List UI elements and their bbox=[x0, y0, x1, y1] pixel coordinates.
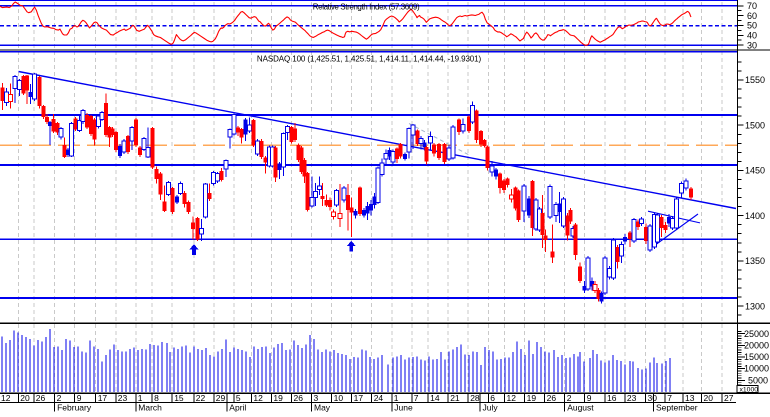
svg-text:NASDAQ 100 (1,425.51, 1,425.51: NASDAQ 100 (1,425.51, 1,425.51, 1,414.11… bbox=[257, 55, 482, 64]
svg-text:7: 7 bbox=[667, 393, 672, 403]
svg-text:21: 21 bbox=[450, 393, 460, 403]
svg-text:6: 6 bbox=[490, 393, 495, 403]
svg-text:2: 2 bbox=[567, 393, 572, 403]
svg-text:25000: 25000 bbox=[744, 329, 769, 339]
svg-text:Relative Strength Index (57.36: Relative Strength Index (57.3609) bbox=[313, 3, 420, 12]
svg-text:30: 30 bbox=[648, 393, 658, 403]
svg-text:May: May bbox=[314, 403, 331, 413]
svg-text:27: 27 bbox=[724, 393, 734, 403]
svg-text:50: 50 bbox=[747, 21, 757, 31]
svg-text:1350: 1350 bbox=[745, 256, 765, 266]
svg-text:1: 1 bbox=[138, 393, 143, 403]
svg-text:10: 10 bbox=[334, 393, 344, 403]
svg-text:30: 30 bbox=[747, 40, 757, 50]
svg-text:7: 7 bbox=[414, 393, 419, 403]
svg-text:19: 19 bbox=[527, 393, 537, 403]
svg-text:29: 29 bbox=[216, 393, 226, 403]
svg-text:April: April bbox=[229, 403, 246, 413]
svg-text:February: February bbox=[57, 403, 92, 413]
svg-text:70: 70 bbox=[747, 1, 757, 11]
svg-text:5000: 5000 bbox=[748, 375, 768, 385]
svg-text:12: 12 bbox=[1, 393, 11, 403]
svg-text:20: 20 bbox=[704, 393, 714, 403]
svg-text:20000: 20000 bbox=[744, 340, 769, 350]
svg-text:September: September bbox=[656, 403, 698, 413]
svg-text:40: 40 bbox=[747, 31, 757, 41]
svg-text:20: 20 bbox=[20, 393, 30, 403]
svg-text:June: June bbox=[394, 403, 413, 413]
svg-text:16: 16 bbox=[607, 393, 617, 403]
svg-text:23: 23 bbox=[118, 393, 128, 403]
svg-text:8: 8 bbox=[154, 393, 159, 403]
svg-text:9: 9 bbox=[587, 393, 592, 403]
svg-text:August: August bbox=[567, 403, 594, 413]
svg-text:26: 26 bbox=[547, 393, 557, 403]
svg-text:12: 12 bbox=[507, 393, 517, 403]
svg-text:26: 26 bbox=[36, 393, 46, 403]
svg-text:60: 60 bbox=[747, 11, 757, 21]
svg-text:2: 2 bbox=[57, 393, 62, 403]
svg-text:July: July bbox=[483, 403, 499, 413]
svg-text:28: 28 bbox=[470, 393, 480, 403]
svg-text:x1000: x1000 bbox=[740, 386, 759, 393]
svg-text:15000: 15000 bbox=[744, 352, 769, 362]
svg-text:1400: 1400 bbox=[745, 211, 765, 221]
svg-text:17: 17 bbox=[354, 393, 364, 403]
svg-text:10000: 10000 bbox=[744, 364, 769, 374]
svg-text:24: 24 bbox=[374, 393, 384, 403]
svg-text:5: 5 bbox=[236, 393, 241, 403]
svg-text:1550: 1550 bbox=[745, 75, 765, 85]
svg-text:17: 17 bbox=[98, 393, 108, 403]
svg-text:3: 3 bbox=[314, 393, 319, 403]
svg-text:1450: 1450 bbox=[745, 166, 765, 176]
svg-text:1500: 1500 bbox=[745, 120, 765, 130]
svg-text:March: March bbox=[138, 403, 162, 413]
svg-text:1300: 1300 bbox=[745, 301, 765, 311]
svg-text:22: 22 bbox=[196, 393, 206, 403]
svg-text:23: 23 bbox=[627, 393, 637, 403]
svg-text:19: 19 bbox=[273, 393, 283, 403]
svg-text:14: 14 bbox=[430, 393, 440, 403]
svg-text:12: 12 bbox=[253, 393, 263, 403]
svg-text:26: 26 bbox=[294, 393, 304, 403]
svg-text:13: 13 bbox=[685, 393, 695, 403]
svg-text:1: 1 bbox=[394, 393, 399, 403]
svg-text:15: 15 bbox=[174, 393, 184, 403]
svg-text:9: 9 bbox=[77, 393, 82, 403]
